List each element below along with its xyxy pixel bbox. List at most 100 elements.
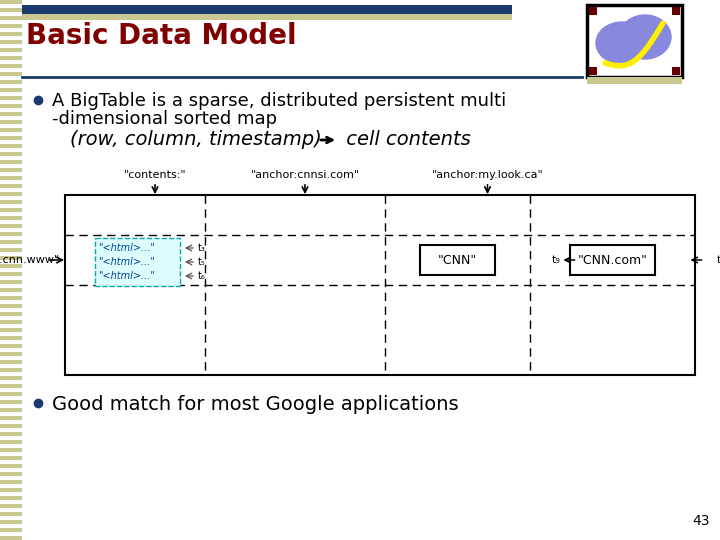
Bar [0,400,22,404]
Bar [0,248,22,252]
Bar [0,460,22,464]
Bar [0,484,22,488]
Bar [0,148,22,152]
Text: "CNN.com": "CNN.com" [577,253,647,267]
Bar [0,436,22,440]
Bar [0,160,22,164]
Bar [587,5,682,77]
Bar [0,304,22,308]
Bar [0,212,22,216]
Bar [0,296,22,300]
Bar [0,456,22,460]
Text: t₉: t₉ [552,255,561,265]
Bar [0,40,22,44]
Text: "anchor:my.look.ca": "anchor:my.look.ca" [431,170,544,180]
Bar [0,60,22,64]
Bar [587,77,682,84]
Bar [0,236,22,240]
Bar [420,245,495,275]
Bar [0,56,22,60]
Bar [0,472,22,476]
Bar [0,504,22,508]
Bar [0,200,22,204]
Bar [0,112,22,116]
Text: "<html>...": "<html>..." [98,257,155,267]
Bar [0,184,22,188]
Bar [0,224,22,228]
Bar [0,136,22,140]
Bar [0,376,22,380]
Bar [0,428,22,432]
Bar [0,64,22,68]
Text: "com.cnn.www": "com.cnn.www" [0,255,60,265]
Text: A BigTable is a sparse, distributed persistent multi: A BigTable is a sparse, distributed pers… [52,92,506,110]
Bar [0,380,22,384]
Bar [0,244,22,248]
Bar [0,324,22,328]
Bar [0,448,22,452]
Bar [0,124,22,128]
Bar [0,80,22,84]
Bar [0,320,22,324]
Bar [0,108,22,112]
Bar [0,488,22,492]
Bar [0,32,22,36]
Bar [0,100,22,104]
Text: (row, column, timestamp): (row, column, timestamp) [70,130,322,149]
Bar [0,280,22,284]
Bar [0,360,22,364]
Bar [0,24,22,28]
Bar [0,388,22,392]
Bar [0,404,22,408]
Bar [0,144,22,148]
Text: "CNN": "CNN" [438,253,477,267]
Bar [0,8,22,12]
Ellipse shape [619,15,671,59]
Bar [0,220,22,224]
Text: -dimensional sorted map: -dimensional sorted map [52,110,277,128]
Bar [0,84,22,88]
Bar [0,364,22,368]
Bar [0,520,22,524]
Bar [0,208,22,212]
Bar [0,416,22,420]
Bar [0,276,22,280]
Bar [0,164,22,168]
Bar [0,312,22,316]
Bar [589,67,597,75]
Bar [0,120,22,124]
Bar [0,468,22,472]
Bar [0,424,22,428]
Bar [0,492,22,496]
Text: Good match for most Google applications: Good match for most Google applications [52,395,459,414]
Bar [0,500,22,504]
Bar [0,348,22,352]
Bar [0,76,22,80]
Bar [0,180,22,184]
Bar [0,264,22,268]
Bar [0,52,22,56]
Bar [0,508,22,512]
Bar [0,496,22,500]
Text: t₃: t₃ [198,243,206,253]
Bar [65,195,695,375]
Bar [0,452,22,456]
Bar [0,440,22,444]
Bar [0,392,22,396]
Ellipse shape [596,22,648,64]
Bar [0,48,22,52]
Bar [570,245,655,275]
Bar [0,228,22,232]
Bar [0,140,22,144]
Bar [0,384,22,388]
Bar [0,12,22,16]
Bar [0,396,22,400]
Bar [0,104,22,108]
Bar [0,464,22,468]
Bar [0,512,22,516]
Bar [0,44,22,48]
Bar [672,7,680,15]
Bar [0,420,22,424]
Text: t₅: t₅ [198,257,206,267]
Bar [0,340,22,344]
